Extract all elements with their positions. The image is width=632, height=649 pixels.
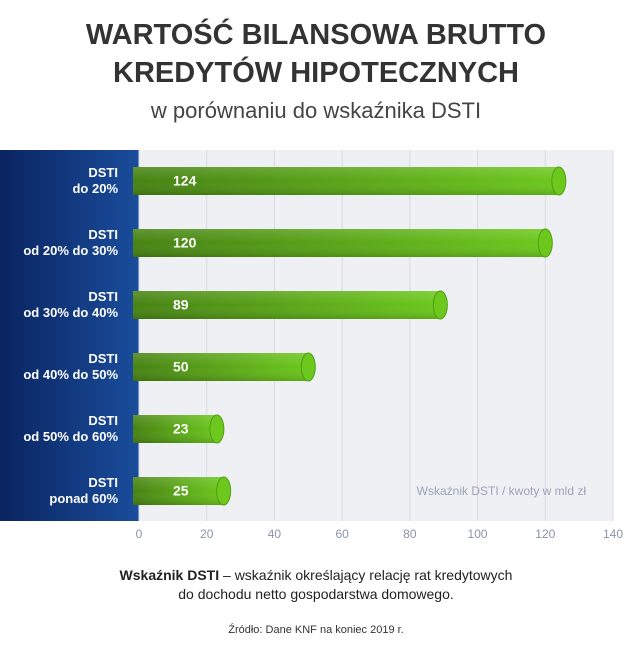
y-tick-label: DSTI ponad 60% bbox=[49, 475, 118, 506]
bar-cap bbox=[209, 414, 225, 444]
value-label: 89 bbox=[173, 297, 189, 313]
x-tick-label: 60 bbox=[335, 527, 349, 541]
source: Źródło: Dane KNF na koniec 2019 r. bbox=[228, 624, 404, 636]
value-label: 23 bbox=[173, 421, 189, 437]
x-tick-label: 100 bbox=[468, 527, 488, 541]
y-tick-label: DSTI od 20% do 30% bbox=[23, 227, 118, 258]
x-tick-label: 140 bbox=[603, 527, 623, 541]
bar-gloss bbox=[133, 291, 441, 319]
x-tick-label: 80 bbox=[403, 527, 417, 541]
annotation: Wskaźnik DSTI / kwoty w mld zł bbox=[417, 484, 587, 498]
value-label: 120 bbox=[173, 235, 197, 251]
footnote-term: Wskaźnik DSTI bbox=[119, 567, 220, 583]
bar-gloss bbox=[133, 167, 559, 195]
bar-gloss bbox=[133, 353, 309, 381]
footnote-text: – wskaźnik określający relację rat kredy… bbox=[178, 567, 513, 602]
bar-gloss bbox=[133, 477, 224, 505]
chart-title: WARTOŚĆ BILANSOWA BRUTTO KREDYTÓW HIPOTE… bbox=[85, 19, 547, 89]
value-label: 50 bbox=[173, 359, 189, 375]
bar-gloss bbox=[133, 229, 546, 257]
bar-cap bbox=[300, 352, 316, 382]
y-tick-label: DSTI od 30% do 40% bbox=[23, 289, 118, 320]
bar-cap bbox=[432, 290, 448, 320]
x-tick-label: 40 bbox=[268, 527, 282, 541]
y-tick-label: DSTI do 20% bbox=[72, 165, 118, 196]
value-label: 124 bbox=[173, 173, 197, 189]
bar-cap bbox=[537, 228, 553, 258]
y-tick-label: DSTI od 40% do 50% bbox=[23, 351, 118, 382]
value-label: 25 bbox=[173, 483, 189, 499]
chart-subtitle: w porównaniu do wskaźnika DSTI bbox=[150, 98, 482, 123]
x-tick-label: 0 bbox=[136, 527, 143, 541]
category-panel bbox=[0, 150, 139, 521]
bar-cap bbox=[216, 476, 232, 506]
footnote: Wskaźnik DSTI – wskaźnik określający rel… bbox=[0, 566, 632, 604]
x-tick-label: 20 bbox=[200, 527, 214, 541]
bar-cap bbox=[551, 166, 567, 196]
plot-background bbox=[139, 150, 613, 521]
y-tick-label: DSTI od 50% do 60% bbox=[23, 413, 118, 444]
bar-gloss bbox=[133, 415, 217, 443]
x-tick-label: 120 bbox=[535, 527, 555, 541]
